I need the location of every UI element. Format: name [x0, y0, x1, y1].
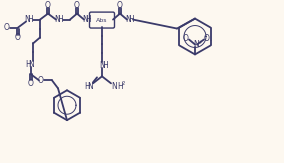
Text: N: N: [99, 61, 105, 70]
Text: O: O: [38, 76, 44, 85]
Text: O: O: [183, 34, 189, 43]
Text: N: N: [87, 82, 93, 91]
Text: O: O: [117, 1, 123, 10]
Text: O: O: [15, 33, 21, 42]
Text: O: O: [45, 1, 51, 10]
Text: H: H: [84, 82, 90, 91]
Text: H: H: [117, 82, 123, 91]
Text: N: N: [82, 15, 88, 24]
Text: H: H: [85, 15, 91, 24]
Text: N: N: [24, 15, 30, 24]
Text: +: +: [198, 40, 202, 45]
Text: N: N: [28, 60, 34, 69]
Text: O: O: [4, 23, 10, 32]
Text: O: O: [74, 1, 80, 10]
Text: H: H: [25, 60, 31, 69]
Text: N: N: [125, 15, 131, 24]
Text: H: H: [27, 15, 33, 24]
Text: N: N: [54, 15, 60, 24]
Text: N: N: [111, 82, 117, 91]
Text: H: H: [102, 61, 108, 70]
Text: N: N: [193, 40, 199, 50]
FancyBboxPatch shape: [89, 12, 114, 28]
Text: O: O: [204, 34, 210, 43]
Text: 2: 2: [121, 81, 125, 86]
Text: -: -: [210, 38, 212, 43]
Text: H: H: [128, 15, 134, 24]
Text: ,: ,: [40, 15, 42, 20]
Text: H: H: [57, 15, 63, 24]
Text: Abs: Abs: [96, 18, 108, 22]
Text: O: O: [28, 79, 34, 88]
